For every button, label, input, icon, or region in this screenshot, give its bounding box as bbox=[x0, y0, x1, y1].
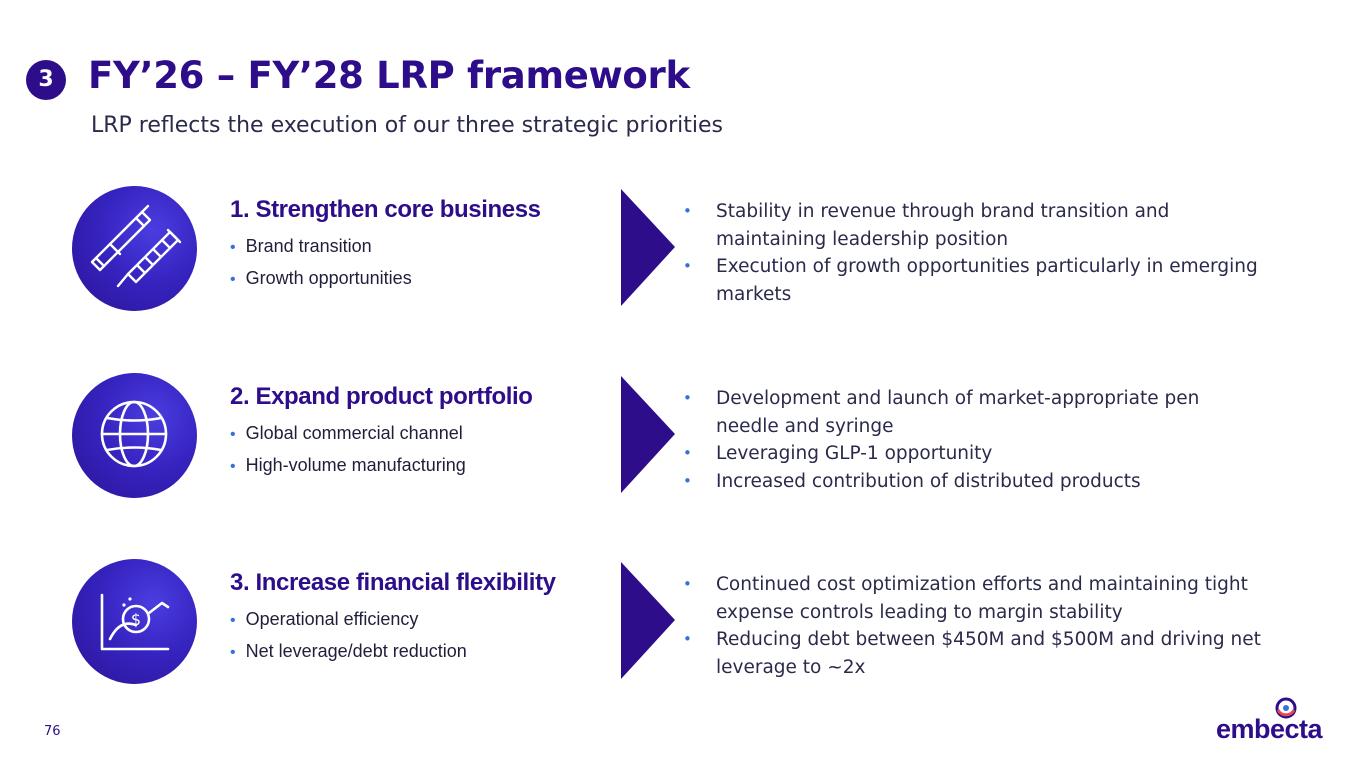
list-item: • Increased contribution of distributed p… bbox=[683, 468, 1263, 496]
bullet-icon: • bbox=[230, 426, 236, 443]
bullet-icon: • bbox=[683, 471, 692, 490]
list-item: • Operational efficiency bbox=[230, 609, 419, 629]
globe-icon bbox=[72, 373, 197, 498]
embecta-logo: embecta bbox=[1216, 696, 1330, 744]
priority-items-3: • Operational efficiency • Net leverage/de… bbox=[230, 607, 467, 671]
bullet-icon: • bbox=[230, 612, 236, 629]
list-item: • Continued cost optimization efforts and… bbox=[683, 571, 1263, 626]
list-item: • Global commercial channel bbox=[230, 423, 463, 443]
priority-row-2: 2. Expand product portfolio • Global comm… bbox=[0, 373, 1365, 503]
priority-title-1: 1. Strengthen core business bbox=[230, 196, 541, 223]
page-title: FY’26 – FY’28 LRP framework bbox=[88, 54, 690, 97]
list-item: • Stability in revenue through brand tran… bbox=[683, 198, 1263, 253]
list-item: • Leveraging GLP-1 opportunity bbox=[683, 440, 1263, 468]
bullet-icon: • bbox=[683, 389, 692, 407]
bullet-icon: • bbox=[683, 444, 692, 462]
list-item: • Reducing debt between $450M and $500M a… bbox=[683, 626, 1263, 681]
list-item: • High-volume manufacturing bbox=[230, 455, 466, 475]
priority-details-3: • Continued cost optimization efforts and… bbox=[683, 571, 1263, 681]
bullet-icon: • bbox=[230, 271, 236, 288]
list-item: • Net leverage/debt reduction bbox=[230, 641, 467, 661]
list-item: • Execution of growth opportunities parti… bbox=[683, 253, 1263, 308]
priority-details-2: • Development and launch of market-approp… bbox=[683, 385, 1263, 495]
bullet-icon: • bbox=[230, 458, 236, 475]
svg-text:$: $ bbox=[131, 610, 141, 629]
bullet-icon: • bbox=[683, 202, 692, 220]
logo-text: embecta bbox=[1216, 714, 1323, 744]
bullet-icon: • bbox=[230, 239, 236, 256]
page-subtitle: LRP reflects the execution of our three … bbox=[91, 113, 724, 138]
list-item: • Development and launch of market-approp… bbox=[683, 385, 1263, 440]
priority-items-1: • Brand transition • Growth opportunities bbox=[230, 234, 412, 298]
priority-items-2: • Global commercial channel • High-volume … bbox=[230, 421, 466, 485]
priority-title-3: 3. Increase financial flexibility bbox=[230, 569, 556, 596]
chevron-arrow-icon bbox=[621, 189, 675, 306]
logo-mark-icon bbox=[1275, 697, 1297, 719]
chevron-arrow-icon bbox=[621, 376, 675, 493]
priority-title-2: 2. Expand product portfolio bbox=[230, 383, 533, 410]
priority-details-1: • Stability in revenue through brand tran… bbox=[683, 198, 1263, 308]
page-number: 76 bbox=[44, 724, 61, 739]
bullet-icon: • bbox=[683, 630, 692, 648]
bullet-icon: • bbox=[230, 644, 236, 661]
priority-row-1: 1. Strengthen core business • Brand trans… bbox=[0, 186, 1365, 316]
pen-syringe-icon bbox=[72, 186, 197, 311]
list-item: • Growth opportunities bbox=[230, 268, 412, 288]
dollar-growth-chart-icon: $ bbox=[72, 559, 197, 684]
list-item: • Brand transition bbox=[230, 236, 372, 256]
section-number-badge: 3 bbox=[26, 60, 66, 100]
bullet-icon: • bbox=[683, 575, 692, 593]
bullet-icon: • bbox=[683, 257, 692, 275]
priority-row-3: $ 3. Increase financial flexibility • Ope… bbox=[0, 559, 1365, 689]
chevron-arrow-icon bbox=[621, 562, 675, 679]
